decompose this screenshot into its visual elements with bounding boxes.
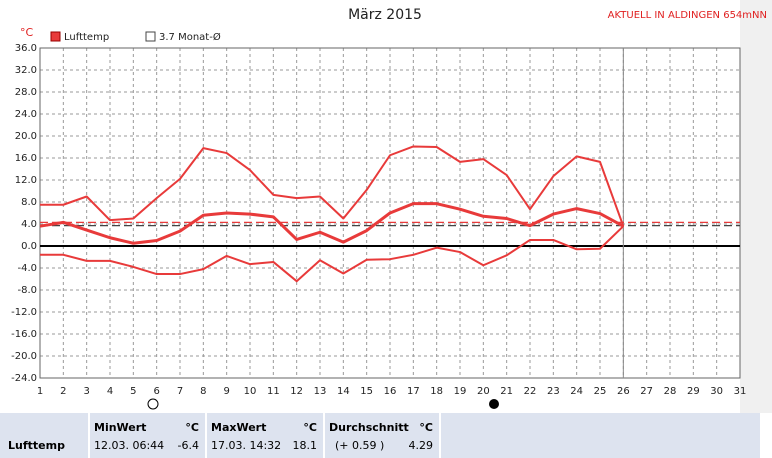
x-tick-label: 1 [37, 386, 43, 397]
x-tick-label: 16 [384, 386, 397, 397]
cell: (+ 0.59 ) [335, 439, 385, 452]
moon-icon [147, 398, 159, 410]
y-tick-label: 20.0 [15, 131, 37, 142]
x-tick-label: 9 [223, 386, 229, 397]
y-tick-label: -8.0 [17, 285, 37, 296]
x-tick-label: 3 [83, 386, 89, 397]
row-label: Lufttemp [8, 439, 65, 452]
y-tick-label: 12.0 [15, 175, 37, 186]
x-tick-label: 19 [454, 386, 467, 397]
moon-icon [489, 399, 499, 409]
y-tick-label: -16.0 [11, 329, 37, 340]
x-tick-label: 13 [314, 386, 327, 397]
side-panel [740, 0, 772, 413]
y-tick-label: 4.0 [21, 219, 37, 230]
y-unit: °C [20, 26, 34, 39]
chart-title: März 2015 [348, 7, 422, 23]
y-tick-label: 0.0 [21, 241, 37, 252]
x-tick-label: 21 [500, 386, 513, 397]
x-tick-label: 12 [290, 386, 303, 397]
y-tick-label: -20.0 [11, 351, 37, 362]
x-tick-label: 8 [200, 386, 206, 397]
x-tick-label: 17 [407, 386, 420, 397]
x-tick-label: 10 [244, 386, 257, 397]
x-tick-label: 29 [687, 386, 700, 397]
header: °C [419, 421, 433, 434]
header: Durchschnitt [329, 421, 409, 434]
x-tick-label: 22 [524, 386, 537, 397]
y-tick-label: 24.0 [15, 109, 37, 120]
cell: 4.29 [408, 439, 434, 452]
x-tick-label: 5 [130, 386, 136, 397]
x-tick-label: 18 [430, 386, 443, 397]
x-tick-label: 15 [360, 386, 373, 397]
x-tick-label: 30 [710, 386, 723, 397]
cell: 17.03. 14:32 [211, 439, 282, 452]
legend-swatch [145, 31, 156, 42]
y-tick-label: -24.0 [11, 373, 37, 384]
cell: 12.03. 06:44 [94, 439, 165, 452]
plot-border [39, 47, 741, 379]
x-tick-label: 20 [477, 386, 490, 397]
chart: März 2015 AKTUELL IN ALDINGEN 654mNN °C … [11, 0, 772, 413]
x-tick-label: 23 [547, 386, 560, 397]
y-tick-label: -12.0 [11, 307, 37, 318]
y-tick-label: 36.0 [15, 43, 37, 54]
x-tick-label: 26 [617, 386, 630, 397]
series-line [40, 225, 625, 283]
series-line [39, 202, 625, 245]
x-tick-label: 14 [337, 386, 350, 397]
y-tick-label: 32.0 [15, 65, 37, 76]
station: AKTUELL IN ALDINGEN 654mNN [608, 10, 767, 21]
header: °C [303, 421, 317, 434]
legend-label: Lufttemp [64, 32, 109, 43]
x-tick-label: 31 [734, 386, 747, 397]
x-tick-label: 25 [594, 386, 607, 397]
x-tick-label: 27 [640, 386, 653, 397]
header: MinWert [94, 421, 147, 434]
series-line [40, 145, 625, 227]
y-tick-label: 28.0 [15, 87, 37, 98]
legend-swatch [50, 31, 61, 42]
header: °C [185, 421, 199, 434]
x-tick-label: 7 [177, 386, 183, 397]
cell: -6.4 [177, 439, 199, 452]
x-tick-label: 28 [664, 386, 677, 397]
x-tick-label: 24 [570, 386, 583, 397]
y-tick-label: 16.0 [15, 153, 37, 164]
x-tick-label: 6 [153, 386, 159, 397]
y-tick-label: 8.0 [21, 197, 37, 208]
x-tick-label: 2 [60, 386, 66, 397]
legend-label: 3.7 Monat-Ø [159, 31, 221, 43]
y-tick-label: -4.0 [17, 263, 37, 274]
header: MaxWert [211, 421, 267, 434]
x-tick-label: 4 [107, 386, 113, 397]
stats-table: Lufttemp MinWert °C 12.03. 06:44 -6.4 MaxWe… [0, 413, 760, 458]
x-tick-label: 11 [267, 386, 280, 397]
cell: 18.1 [292, 439, 318, 452]
